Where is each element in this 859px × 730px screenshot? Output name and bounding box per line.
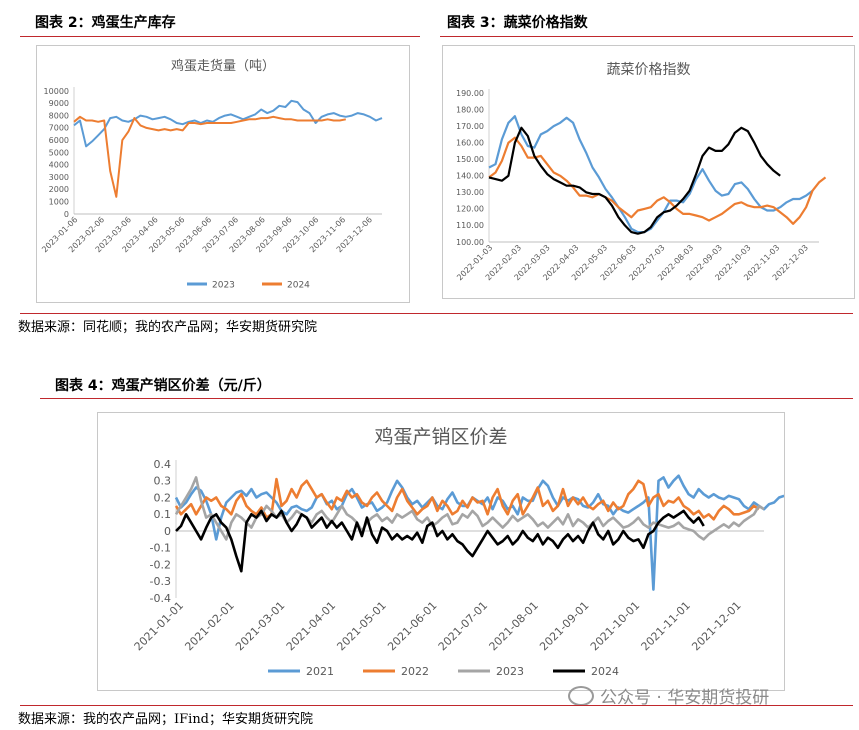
series-line-2024 [73,115,346,198]
y-tick-label: 150.00 [456,155,484,164]
egg-shipment-plot: 鸡蛋走货量（吨） 0 1000 2000 3000 4000 5000 6000 7000 800… [40,58,383,290]
figure-2-title: 图表 2：鸡蛋生产库存 [35,15,176,31]
watermark-text: 公众号 · 华安期货投研 [600,688,770,708]
series-line-2022 [174,477,760,521]
y-tick-label: 10000 [44,87,69,96]
egg-price-spread-plot: 鸡蛋产销区价差 -0.4 -0.3 -0.2 -0.1 0 0.1 0.2 0.3 0.4 2021… [132,426,784,678]
x-tick-label: 2021-09-01 [537,599,591,653]
figure-3-rule [440,36,853,37]
y-tick-label: 0.3 [154,475,172,488]
series-line-blue [488,115,814,234]
y-tick-label: 4000 [49,161,69,170]
figure-2-rule [20,36,420,37]
x-tick-label: 2021-08-01 [487,599,541,653]
x-tick-label: 2021-04-01 [284,599,338,653]
y-tick-label: 130.00 [456,188,484,197]
y-tick-label: 140.00 [456,172,484,181]
series-line-2023 [73,99,383,148]
y-tick-label: 180.00 [456,105,484,114]
series-line-2024 [175,509,705,573]
legend-label-2024: 2024 [591,665,619,678]
y-tick-label: -0.4 [150,592,171,605]
legend-label-2023: 2023 [496,665,524,678]
wechat-icon [568,686,594,706]
y-tick-label: -0.3 [150,575,171,588]
figure-3-title: 图表 3：蔬菜价格指数 [447,15,588,31]
y-tick-label: 5000 [49,148,69,157]
y-tick-label: 120.00 [456,205,484,214]
legend-label-2024: 2024 [287,280,310,290]
y-tick-label: 0 [64,210,69,219]
egg-price-spread-chart: 鸡蛋产销区价差 -0.4 -0.3 -0.2 -0.1 0 0.1 0.2 0.3 0.4 2021… [97,412,785,691]
y-tick-label: 1000 [49,198,69,207]
legend-label-2021: 2021 [306,665,334,678]
y-tick-label: 9000 [49,99,69,108]
chart-title: 鸡蛋走货量（吨） [171,58,275,74]
bottom-source-text: 数据来源：我的农产品网；IFind；华安期货研究院 [18,712,314,727]
figure-4-rule [40,398,853,399]
y-tick-label: 0.4 [154,458,172,471]
y-tick-label: 0.2 [154,491,172,504]
series-line-black [488,126,781,235]
y-tick-label: 7000 [49,124,69,133]
top-source-text: 数据来源：同花顺；我的农产品网；华安期货研究院 [18,320,318,335]
y-tick-label: 190.00 [456,89,484,98]
legend-label-2022: 2022 [401,665,429,678]
veg-index-plot: 蔬菜价格指数 100.00 110.00 120.00 130.00 140.00 150.… [455,62,827,282]
x-tick-label: 2021-11-01 [639,599,693,653]
x-tick-label: 2021-12-01 [689,599,743,653]
egg-shipment-chart: 鸡蛋走货量（吨） 0 1000 2000 3000 4000 5000 6000 7000 800… [36,45,410,303]
chart-title: 蔬菜价格指数 [607,62,691,78]
y-tick-label: 0.1 [154,508,172,521]
y-tick-label: 100.00 [456,238,484,247]
x-tick-label: 2021-05-01 [334,599,388,653]
y-tick-label: 0 [164,525,171,538]
series-line-2021 [174,474,784,591]
y-tick-label: -0.1 [150,542,171,555]
veg-index-chart: 蔬菜价格指数 100.00 110.00 120.00 130.00 140.00 150.… [442,45,855,299]
y-tick-label: 6000 [49,136,69,145]
chart-title: 鸡蛋产销区价差 [374,426,507,448]
y-tick-label: 110.00 [456,221,484,230]
x-tick-label: 2021-01-01 [132,599,186,653]
series-line-orange [488,136,827,225]
x-tick-label: 2021-06-01 [385,599,439,653]
y-tick-label: 160.00 [456,138,484,147]
y-tick-label: -0.2 [150,558,171,571]
y-tick-label: 3000 [49,173,69,182]
x-tick-label: 2021-03-01 [233,599,287,653]
x-tick-label: 2021-10-01 [588,599,642,653]
top-source-rule [20,313,853,314]
y-tick-label: 170.00 [456,122,484,131]
legend-label-2023: 2023 [212,280,235,290]
bottom-source-rule [20,705,853,706]
y-tick-label: 2000 [49,185,69,194]
x-tick-label: 2021-02-01 [182,599,236,653]
series-line-2023 [174,476,765,541]
figure-4-title: 图表 4：鸡蛋产销区价差（元/斤） [55,378,271,394]
y-tick-label: 8000 [49,111,69,120]
x-tick-label: 2021-07-01 [436,599,490,653]
